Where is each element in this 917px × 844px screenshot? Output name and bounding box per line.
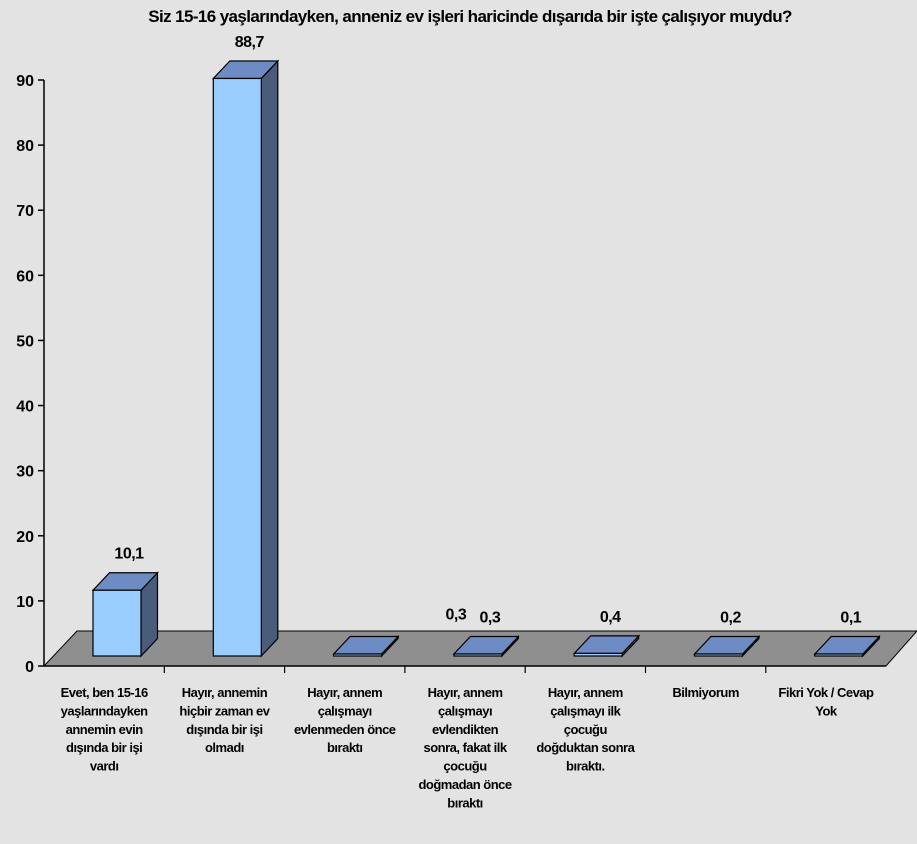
category-labels: Evet, ben 15-16 yaşlarındayken annemin evi… bbox=[61, 685, 875, 810]
category-label-line: Hayır, annem bbox=[548, 685, 623, 700]
bar-front bbox=[814, 653, 864, 657]
category-label-line: annemin evin bbox=[66, 722, 144, 737]
bar-front bbox=[453, 653, 503, 657]
bar bbox=[91, 571, 159, 658]
category-label: Hayır, annem çalışmayı ilk çocuğu doğduktan… bbox=[536, 685, 635, 774]
bar-front bbox=[212, 77, 262, 657]
category-label-line: çalışmayı bbox=[438, 703, 492, 718]
y-tick-label: 40 bbox=[16, 399, 34, 416]
category-label: Fikri Yok / Cevap Yok bbox=[778, 685, 874, 718]
category-label-line: çocuğu bbox=[564, 722, 608, 737]
y-tick-label: 0 bbox=[25, 659, 34, 676]
category-label-line: çocuğu bbox=[443, 759, 487, 774]
category-label-line: doğduktan sonra bbox=[536, 740, 635, 755]
value-labels: 10,1 88,7 0,3 0,4 0,2 0,1 bbox=[114, 34, 862, 627]
category-label-line: evlenmeden önce bbox=[294, 722, 396, 737]
bar bbox=[211, 59, 280, 658]
bar bbox=[332, 634, 400, 658]
category-label-line: Fikri Yok / Cevap bbox=[778, 685, 874, 700]
y-tick-label: 80 bbox=[16, 138, 34, 155]
value-label: 10,1 bbox=[114, 546, 144, 563]
category-label-line: dışında bir işi bbox=[66, 740, 142, 755]
bar bbox=[693, 634, 761, 658]
category-ticks bbox=[163, 666, 767, 673]
category-label-line: yaşlarındayken bbox=[61, 703, 149, 718]
category-label-line: bıraktı bbox=[327, 740, 363, 755]
bars bbox=[91, 59, 881, 658]
bar bbox=[572, 634, 641, 658]
category-label: Hayır, annem çalışmayı evlenmeden önce bıra… bbox=[294, 685, 396, 755]
category-label-line: çalışmayı bbox=[318, 703, 372, 718]
y-ticks: 0 10 20 30 40 50 60 70 80 90 bbox=[16, 73, 44, 676]
y-tick-label: 30 bbox=[16, 464, 34, 481]
category-label: Evet, ben 15-16 yaşlarındayken annemin evi… bbox=[61, 685, 149, 774]
category-label: Bilmiyorum bbox=[672, 685, 739, 700]
y-tick-label: 50 bbox=[16, 333, 34, 350]
y-tick-label: 70 bbox=[16, 203, 34, 220]
extra-value-label: 0,3 bbox=[446, 607, 467, 624]
bar bbox=[813, 634, 881, 658]
category-label-line: Yok bbox=[815, 703, 838, 718]
bar-front bbox=[333, 653, 383, 657]
category-label-line: Evet, ben 15-16 bbox=[61, 685, 148, 700]
category-label-line: Bilmiyorum bbox=[672, 685, 739, 700]
category-label-line: sonra, fakat ilk bbox=[424, 740, 508, 755]
category-label-line: bıraktı. bbox=[566, 759, 605, 774]
category-label-line: Hayır, annemin bbox=[182, 685, 268, 700]
y-tick-label: 60 bbox=[16, 268, 34, 285]
value-label: 0,3 bbox=[480, 610, 501, 627]
category-label-line: olmadı bbox=[205, 740, 244, 755]
category-label-line: dışında bir işi bbox=[186, 722, 262, 737]
y-tick-label: 20 bbox=[16, 529, 34, 546]
value-label: 0,2 bbox=[720, 610, 741, 627]
category-label-line: çalışmayı ilk bbox=[550, 703, 621, 718]
category-label-line: evlendikten bbox=[432, 722, 499, 737]
bar-front bbox=[693, 653, 744, 657]
bar-front bbox=[573, 652, 623, 657]
category-label: Hayır, annemin hiçbir zaman ev dışında bir… bbox=[179, 685, 270, 755]
category-label-line: doğmadan önce bbox=[418, 777, 511, 792]
y-tick-label: 90 bbox=[16, 73, 34, 90]
category-label: Hayır, annem çalışmayı evlendikten sonra, f… bbox=[418, 685, 511, 810]
y-tick-label: 10 bbox=[16, 594, 34, 611]
value-label: 0,1 bbox=[840, 610, 861, 627]
chart-title: Siz 15-16 yaşlarındayken, anneniz ev işl… bbox=[148, 7, 792, 26]
bar bbox=[452, 634, 520, 658]
category-label-line: hiçbir zaman ev bbox=[179, 703, 270, 718]
category-label-line: Hayır, annem bbox=[307, 685, 382, 700]
value-label: 88,7 bbox=[235, 34, 265, 51]
category-label-line: bıraktı bbox=[447, 795, 483, 810]
bar-front bbox=[92, 589, 142, 657]
category-label-line: Hayır, annem bbox=[428, 685, 503, 700]
value-label: 0,4 bbox=[600, 609, 621, 626]
category-label-line: vardı bbox=[90, 759, 119, 774]
bar-side bbox=[260, 59, 279, 658]
